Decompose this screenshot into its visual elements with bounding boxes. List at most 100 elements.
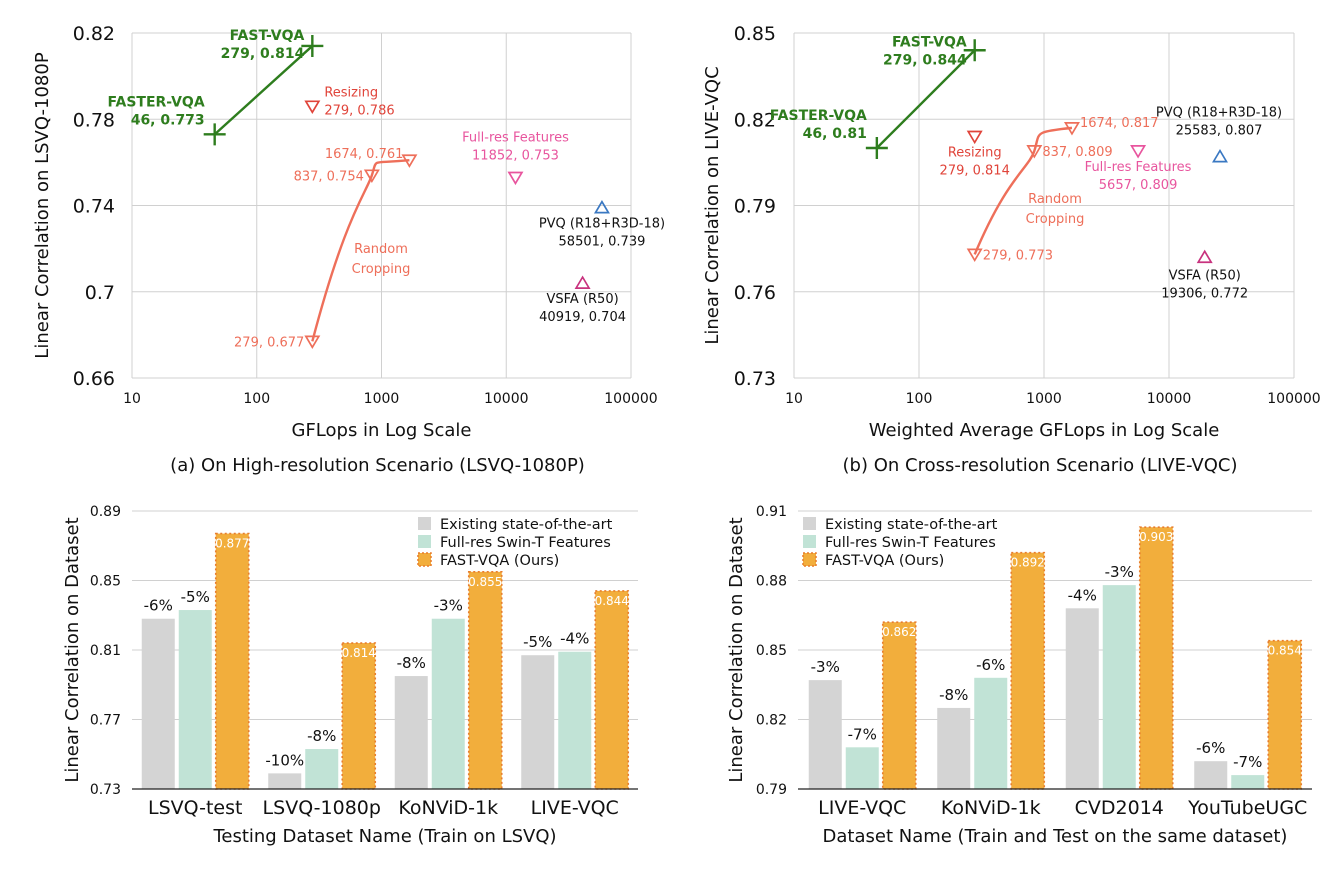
y-axis-label: Linear Correlation on LIVE-VQC [702,66,723,344]
bar-value-label: 0.854 [1268,644,1302,658]
point-value-label: 25583, 0.807 [1176,124,1263,139]
bar [178,610,212,789]
series-full-res-features: Full-res Features 11852, 0.753 [462,130,569,186]
bar [808,680,842,789]
y-tick-label: 0.79 [756,782,787,798]
x-axis-label: Testing Dataset Name (Train on LSVQ) [212,826,556,847]
bar-value-label: 0.903 [1139,530,1173,544]
data-point-marker [401,154,418,168]
x-tick-label: LIVE-VQC [818,797,906,819]
bar [1138,526,1174,790]
bar [521,655,555,789]
data-point-marker [1130,145,1147,159]
data-point-marker [1063,122,1080,136]
legend-swatch [417,552,432,567]
point-title: Full-res Features [1085,160,1192,175]
point-title: Full-res Features [462,130,569,145]
bar [974,677,1008,789]
x-tick-label: 100 [906,391,933,407]
bar-group: -10%-8% 0.814 LSVQ-1080p [263,642,381,819]
y-tick-label: 0.78 [73,109,115,131]
bar [881,621,917,790]
point-value-label: 279, 0.814 [221,46,305,62]
point-value-label: 46, 0.773 [131,112,205,128]
y-tick-label: 0.85 [734,23,776,45]
data-point-marker [304,335,321,350]
bar-value-label: 0.814 [342,646,376,660]
point-value-label: 279, 0.844 [883,52,967,68]
legend-label: Existing state-of-the-art [825,517,998,533]
data-point-marker [1026,145,1043,159]
legend: Existing state-of-the-art Full-res Swin-T… [802,517,998,569]
series-line [875,49,976,149]
legend-swatch [803,517,816,530]
x-tick-label: 100000 [604,391,657,407]
x-tick-label: LSVQ-test [148,797,242,819]
point-title: FASTER-VQA [770,108,867,124]
series-annotation: Cropping [1026,212,1085,227]
point-value-label: 279, 0.814 [940,164,1010,179]
bar-delta-label: -6% [1196,739,1225,757]
data-point-marker [865,137,888,159]
legend-label: Existing state-of-the-art [440,517,613,533]
series-vsfa-r50-: VSFA (R50) 19306, 0.772 [1161,249,1248,301]
x-tick-label: KoNViD-1k [398,797,498,819]
legend-label: Full-res Swin-T Features [440,535,611,551]
point-title: Resizing [324,85,378,100]
x-axis-label: Weighted Average GFLops in Log Scale [869,420,1220,441]
y-tick-label: 0.77 [90,713,121,729]
x-tick-label: KoNViD-1k [941,797,1041,819]
point-value-label: 11852, 0.753 [472,148,559,163]
bar [1194,761,1228,789]
series-annotation: Cropping [352,262,411,277]
point-title: FASTER-VQA [108,94,205,110]
legend-label: FAST-VQA (Ours) [825,553,944,569]
series-resizing: Resizing 279, 0.814 [940,130,1010,179]
y-axis-label: Linear Correlation on Dataset [726,517,747,782]
y-tick-label: 0.91 [756,504,787,520]
y-axis-label: Linear Correlation on Dataset [62,517,83,782]
bar-delta-label: -3% [811,658,840,676]
x-tick-label: CVD2014 [1075,797,1164,819]
bar-delta-label: -4% [1068,586,1097,604]
y-tick-label: 0.66 [73,368,115,390]
y-tick-label: 0.7 [85,282,115,304]
bar [305,749,339,789]
bar-group: -6% -7% 0.854 YouTubeUGC [1187,639,1307,819]
point-title: FAST-VQA [892,34,967,50]
bar-delta-label: -5% [181,588,210,606]
bar [214,532,250,790]
y-tick-label: 0.85 [90,574,121,590]
bar-delta-label: -7% [1233,753,1262,771]
y-tick-label: 0.82 [756,713,787,729]
y-tick-label: 0.88 [756,574,787,590]
series-full-res-features: Full-res Features 5657, 0.809 [1085,145,1192,193]
data-point-marker [966,130,983,145]
bar-group: -8% -3% 0.855 KoNViD-1k [394,571,503,819]
point-title: FAST-VQA [230,28,305,44]
series-random-cropping: 279, 0.773 837, 0.809 1674, 0.817 Random Cro… [966,116,1159,263]
point-value-label: 1674, 0.761 [325,147,404,162]
y-tick-label: 0.85 [756,643,787,659]
bar [1231,775,1265,789]
chart-a: 0.66 0.7 0.74 0.78 0.82 10 100 1000 10000 100000 G… [32,23,665,476]
point-value-label: 1674, 0.817 [1080,116,1159,131]
bar-delta-label: -8% [397,654,426,672]
point-value-label: 279, 0.786 [324,103,394,118]
legend: Existing state-of-the-art Full-res Swin-T… [417,517,613,569]
x-tick-label: LSVQ-1080p [263,797,381,819]
series-line [311,159,410,342]
bar [431,618,465,789]
point-value-label: 5657, 0.809 [1099,178,1178,193]
bar-delta-label: -3% [434,597,463,615]
data-point-marker [593,199,610,214]
legend-swatch [418,535,431,548]
point-title: PVQ (R18+R3D-18) [1156,106,1282,121]
data-point-marker [304,100,321,114]
bar [394,676,428,789]
point-title: VSFA (R50) [1169,268,1241,283]
y-tick-label: 0.76 [734,282,776,304]
data-point-marker [963,39,986,62]
x-tick-label: 1000 [364,391,400,407]
